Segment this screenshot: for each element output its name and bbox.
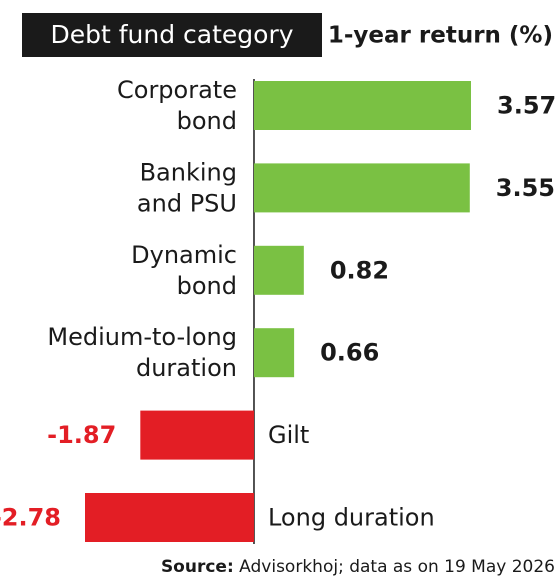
value-label: -1.87 [47,421,116,449]
value-label: 0.82 [330,256,389,284]
category-label: Dynamic bond [131,241,237,300]
bar [253,245,304,295]
value-label: 0.66 [320,339,379,367]
header-box [22,13,322,57]
value-label: 3.55 [496,174,555,202]
category-label: Gilt [268,421,309,449]
bar [85,493,254,542]
bar [253,81,471,130]
category-label: Corporate bond [117,76,237,135]
chart-title: 1-year return (%) [328,23,553,49]
bar [140,410,254,460]
source: Source: Advisorkhoj; data as on 19 May 2… [161,557,555,577]
bar [253,328,295,378]
category-label: Banking and PSU [137,158,237,217]
category-label: Medium-to-long duration [47,323,237,382]
value-label: -2.78 [0,504,61,532]
header-left: Debt fund category [50,20,293,49]
source-label: Source: [161,557,234,577]
source-text: Advisorkhoj; data as on 19 May 2026 [239,557,555,577]
bar [253,163,470,213]
value-label: 3.57 [497,92,556,120]
category-label: Long duration [268,504,435,532]
